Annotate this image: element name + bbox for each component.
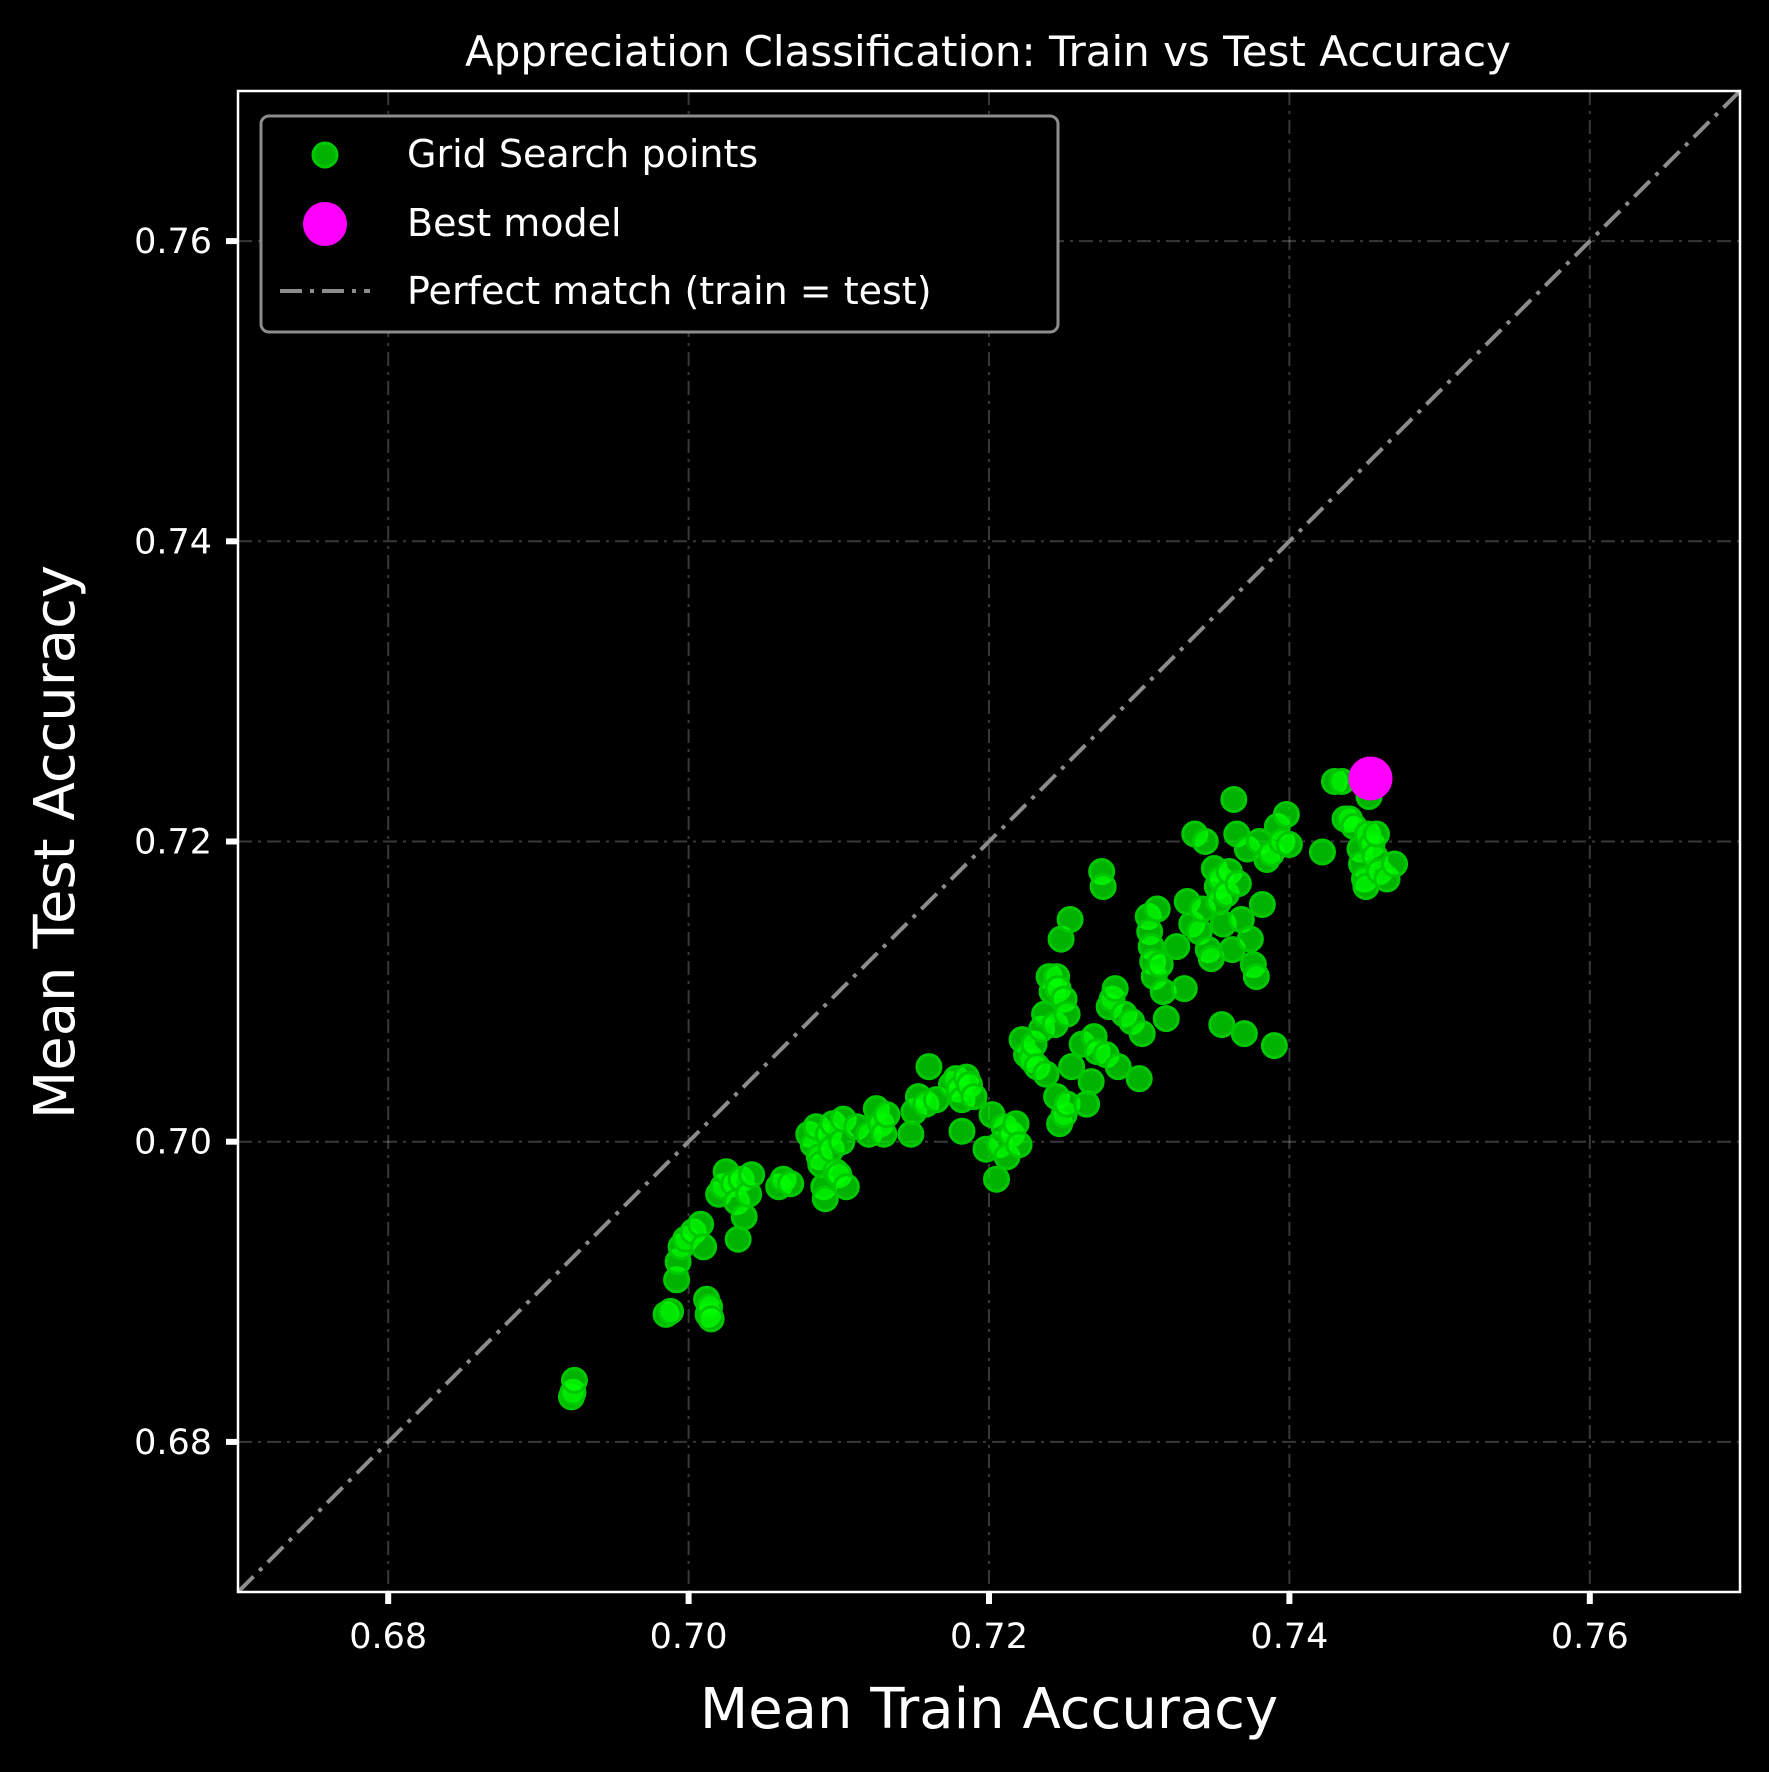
grid-search-point: [897, 1120, 925, 1148]
y-tick-label: 0.76: [134, 222, 212, 262]
grid-search-point: [687, 1210, 715, 1238]
grid-search-point: [1248, 891, 1276, 919]
grid-search-point: [915, 1053, 943, 1081]
grid-search-point: [1242, 963, 1270, 991]
y-tick-label: 0.72: [134, 823, 212, 863]
grid-search-point: [1125, 1065, 1153, 1093]
grid-search-point: [1104, 1053, 1132, 1081]
grid-search-point: [960, 1083, 988, 1111]
grid-search-point: [1146, 951, 1174, 979]
legend-label-perfect-match: Perfect match (train = test): [407, 269, 932, 313]
x-tick-label: 0.72: [950, 1617, 1028, 1657]
legend-label-grid-search: Grid Search points: [407, 132, 758, 176]
x-tick-label: 0.74: [1250, 1617, 1328, 1657]
grid-search-point: [1128, 1020, 1156, 1048]
y-axis: 0.68 0.70 0.72 0.74 0.76: [134, 222, 238, 1463]
best-model-point: [1348, 756, 1393, 801]
grid-lines: [238, 91, 1740, 1592]
x-tick-label: 0.70: [650, 1617, 728, 1657]
grid-search-point: [724, 1225, 752, 1253]
x-tick-label: 0.68: [349, 1617, 427, 1657]
grid-search-point: [1170, 975, 1198, 1003]
grid-search-point: [1101, 975, 1129, 1003]
x-axis: 0.68 0.70 0.72 0.74 0.76: [349, 1592, 1629, 1657]
grid-search-point: [1163, 933, 1191, 961]
grid-search-point: [1363, 820, 1391, 848]
grid-search-point: [730, 1203, 758, 1231]
grid-search-point: [873, 1101, 901, 1129]
grid-search-point: [811, 1185, 839, 1213]
legend-box: [259, 114, 1060, 334]
y-axis-label: Mean Test Accuracy: [23, 565, 88, 1119]
grid-search-point: [1073, 1090, 1101, 1118]
grid-search-point: [1260, 1032, 1288, 1060]
grid-search-point: [983, 1165, 1011, 1193]
best-model-group: [1348, 756, 1393, 801]
grid-search-point: [1053, 1000, 1081, 1028]
grid-search-point: [1224, 870, 1252, 898]
grid-search-point: [777, 1170, 805, 1198]
grid-search-point: [1152, 1005, 1180, 1033]
legend-label-best-model: Best model: [407, 201, 622, 245]
grid-search-point: [1230, 1020, 1258, 1048]
grid-search-point: [1381, 850, 1409, 878]
x-axis-label: Mean Train Accuracy: [700, 1677, 1278, 1742]
legend-marker-best-model: [303, 202, 347, 246]
grid-search-point: [1056, 906, 1084, 934]
legend: Grid Search points Best model Perfect ma…: [259, 114, 1060, 334]
grid-search-point: [697, 1305, 725, 1333]
y-tick-label: 0.74: [134, 522, 212, 562]
chart-title: Appreciation Classification: Train vs Te…: [465, 27, 1511, 76]
y-tick-label: 0.70: [134, 1123, 212, 1163]
grid-search-point: [1143, 895, 1171, 923]
grid-search-point: [1220, 785, 1248, 813]
grid-search-point: [948, 1117, 976, 1145]
grid-search-point: [1236, 925, 1264, 953]
grid-search-point: [1005, 1131, 1033, 1159]
grid-search-point: [690, 1233, 718, 1261]
grid-search-point: [1058, 1053, 1086, 1081]
perfect-match-line: [236, 89, 1742, 1594]
legend-marker-grid-search: [311, 141, 339, 169]
y-tick-label: 0.68: [134, 1423, 212, 1463]
grid-search-point: [560, 1366, 588, 1394]
scatter-points: [557, 767, 1409, 1411]
grid-search-point: [1077, 1068, 1105, 1096]
grid-search-point: [1089, 873, 1117, 901]
grid-search-point: [657, 1297, 685, 1325]
grid-search-point: [832, 1173, 860, 1201]
grid-search-point: [1308, 838, 1336, 866]
grid-search-point: [1032, 1060, 1060, 1088]
grid-search-point: [1208, 1011, 1236, 1039]
grid-search-point: [738, 1161, 766, 1189]
grid-search-point: [1191, 828, 1219, 855]
grid-search-point: [1272, 800, 1300, 828]
grid-search-point: [1275, 831, 1303, 859]
reference-line-group: [236, 89, 1742, 1594]
x-tick-label: 0.76: [1551, 1617, 1629, 1657]
